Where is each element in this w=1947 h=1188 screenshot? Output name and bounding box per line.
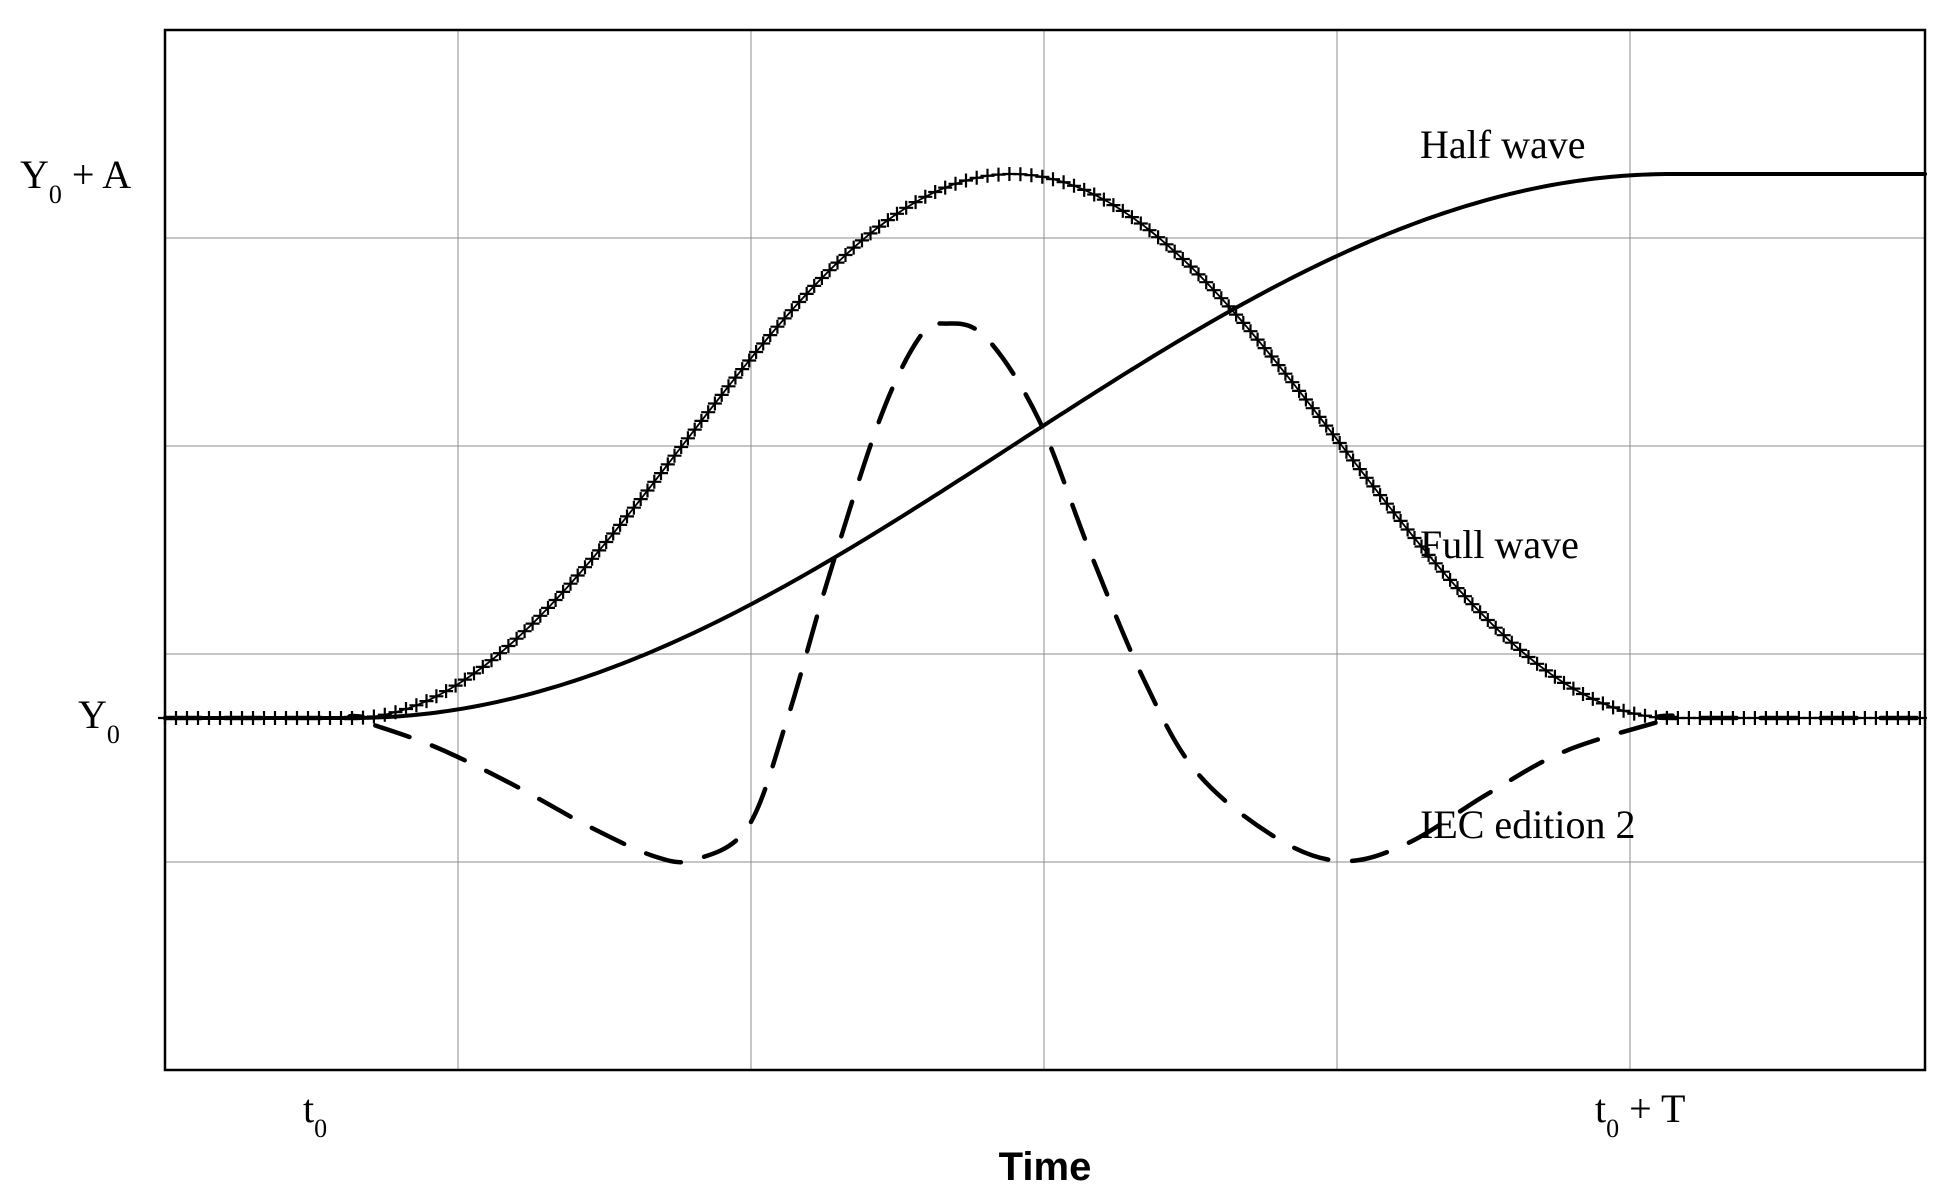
chart-root: Timet0t0 + TY0 + AY0Half waveFull waveIE… <box>0 0 1947 1188</box>
series-label-iec_edition_2: IEC edition 2 <box>1420 802 1636 847</box>
series-label-half_wave: Half wave <box>1420 122 1585 167</box>
series-label-full_wave: Full wave <box>1420 522 1579 567</box>
x-axis-title: Time <box>999 1145 1092 1188</box>
chart-svg: Timet0t0 + TY0 + AY0Half waveFull waveIE… <box>0 0 1947 1188</box>
